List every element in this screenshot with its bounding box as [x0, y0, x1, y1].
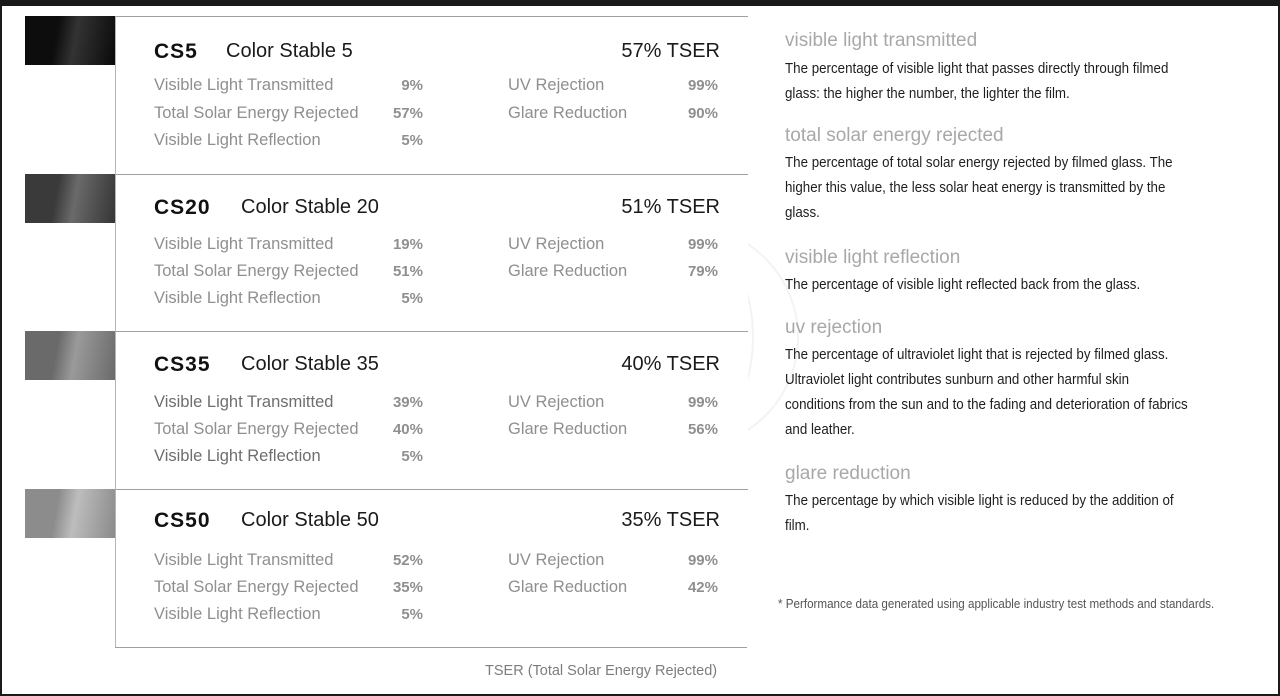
stat-label: Visible Light Reflection: [154, 289, 321, 307]
stat-value: 90%: [687, 105, 718, 122]
product-code: CS50: [154, 509, 211, 532]
stat-label: Visible Light Reflection: [154, 605, 321, 623]
definition-body: The percentage by which visible light is…: [785, 493, 1174, 534]
stat-label: Total Solar Energy Rejected: [154, 104, 359, 122]
tser-value: 57% TSER: [621, 40, 720, 62]
card-divider: [116, 331, 748, 332]
definition-title: visible light reflection: [785, 247, 961, 268]
stat-label: UV Rejection: [508, 235, 605, 253]
stat-label: Total Solar Energy Rejected: [154, 262, 359, 280]
film-swatch: [25, 331, 115, 380]
definition-title: total solar energy rejected: [785, 125, 1004, 146]
stat-label: Visible Light Transmitted: [154, 76, 334, 94]
stat-value: 19%: [392, 236, 423, 253]
stat-value: 39%: [392, 394, 423, 411]
stat-label: Glare Reduction: [508, 420, 628, 438]
tser-footnote: TSER (Total Solar Energy Rejected): [485, 663, 718, 679]
stat-value: 5%: [401, 290, 423, 307]
definition-title: visible light transmitted: [785, 30, 978, 51]
stat-value: 5%: [401, 132, 423, 149]
definition-body: The percentage of visible light reflecte…: [785, 277, 1141, 293]
stat-label: Total Solar Energy Rejected: [154, 420, 359, 438]
stat-label: Visible Light Reflection: [154, 131, 321, 149]
tser-value: 40% TSER: [621, 353, 720, 375]
stat-value: 9%: [401, 77, 423, 94]
stat-label: UV Rejection: [508, 551, 605, 569]
stat-label: UV Rejection: [508, 76, 605, 94]
stat-value: 35%: [392, 579, 423, 596]
card-divider: [116, 489, 748, 490]
product-code: CS35: [154, 353, 211, 376]
stat-label: Glare Reduction: [508, 262, 628, 280]
tser-value: 35% TSER: [621, 509, 720, 531]
product-code: CS20: [154, 196, 211, 219]
product-code: CS5: [154, 40, 198, 63]
definition-body: The percentage of visible light that pas…: [785, 61, 1169, 102]
stat-value: 99%: [687, 394, 718, 411]
film-swatch: [25, 489, 115, 538]
stat-value: 57%: [392, 105, 423, 122]
film-swatch: [25, 16, 115, 65]
stat-value: 40%: [392, 421, 423, 438]
definition-title: uv rejection: [785, 317, 883, 338]
frame-bottom-border: [0, 694, 1280, 696]
definition-body: The percentage of ultraviolet light that…: [785, 347, 1188, 438]
stat-label: Glare Reduction: [508, 578, 628, 596]
table-bottom-divider: [115, 647, 747, 648]
stat-value: 42%: [687, 579, 718, 596]
product-card: CS35 Color Stable 35 40% TSER Visible Li…: [115, 331, 748, 489]
stat-label: UV Rejection: [508, 393, 605, 411]
stat-value: 56%: [687, 421, 718, 438]
product-name: Color Stable 20: [241, 196, 379, 218]
product-card: CS50 Color Stable 50 35% TSER Visible Li…: [115, 489, 748, 647]
stat-value: 52%: [392, 552, 423, 569]
stat-label: Total Solar Energy Rejected: [154, 578, 359, 596]
stat-label: Visible Light Transmitted: [154, 551, 334, 569]
stat-value: 51%: [392, 263, 423, 280]
stat-value: 99%: [687, 552, 718, 569]
stat-value: 79%: [687, 263, 718, 280]
product-card: CS5 Color Stable 5 57% TSER Visible Ligh…: [115, 16, 748, 174]
card-divider: [116, 16, 748, 17]
frame-left-border: [0, 0, 2, 696]
tser-value: 51% TSER: [621, 196, 720, 218]
product-name: Color Stable 5: [226, 40, 353, 62]
product-name: Color Stable 35: [241, 353, 379, 375]
product-name: Color Stable 50: [241, 509, 379, 531]
stat-value: 99%: [687, 77, 718, 94]
frame-top-border: [0, 0, 1280, 6]
stat-label: Visible Light Transmitted: [154, 393, 334, 411]
film-swatch: [25, 174, 115, 223]
definition-body: The percentage of total solar energy rej…: [785, 155, 1173, 221]
stat-value: 99%: [687, 236, 718, 253]
stat-label: Glare Reduction: [508, 104, 628, 122]
stat-label: Visible Light Reflection: [154, 447, 321, 465]
stat-value: 5%: [401, 606, 423, 623]
definition-title: glare reduction: [785, 463, 911, 484]
product-card: CS20 Color Stable 20 51% TSER Visible Li…: [115, 174, 748, 331]
frame-right-border: [1278, 0, 1280, 696]
card-divider: [116, 174, 748, 175]
performance-note: * Performance data generated using appli…: [778, 597, 1215, 611]
stat-label: Visible Light Transmitted: [154, 235, 334, 253]
stat-value: 5%: [401, 448, 423, 465]
